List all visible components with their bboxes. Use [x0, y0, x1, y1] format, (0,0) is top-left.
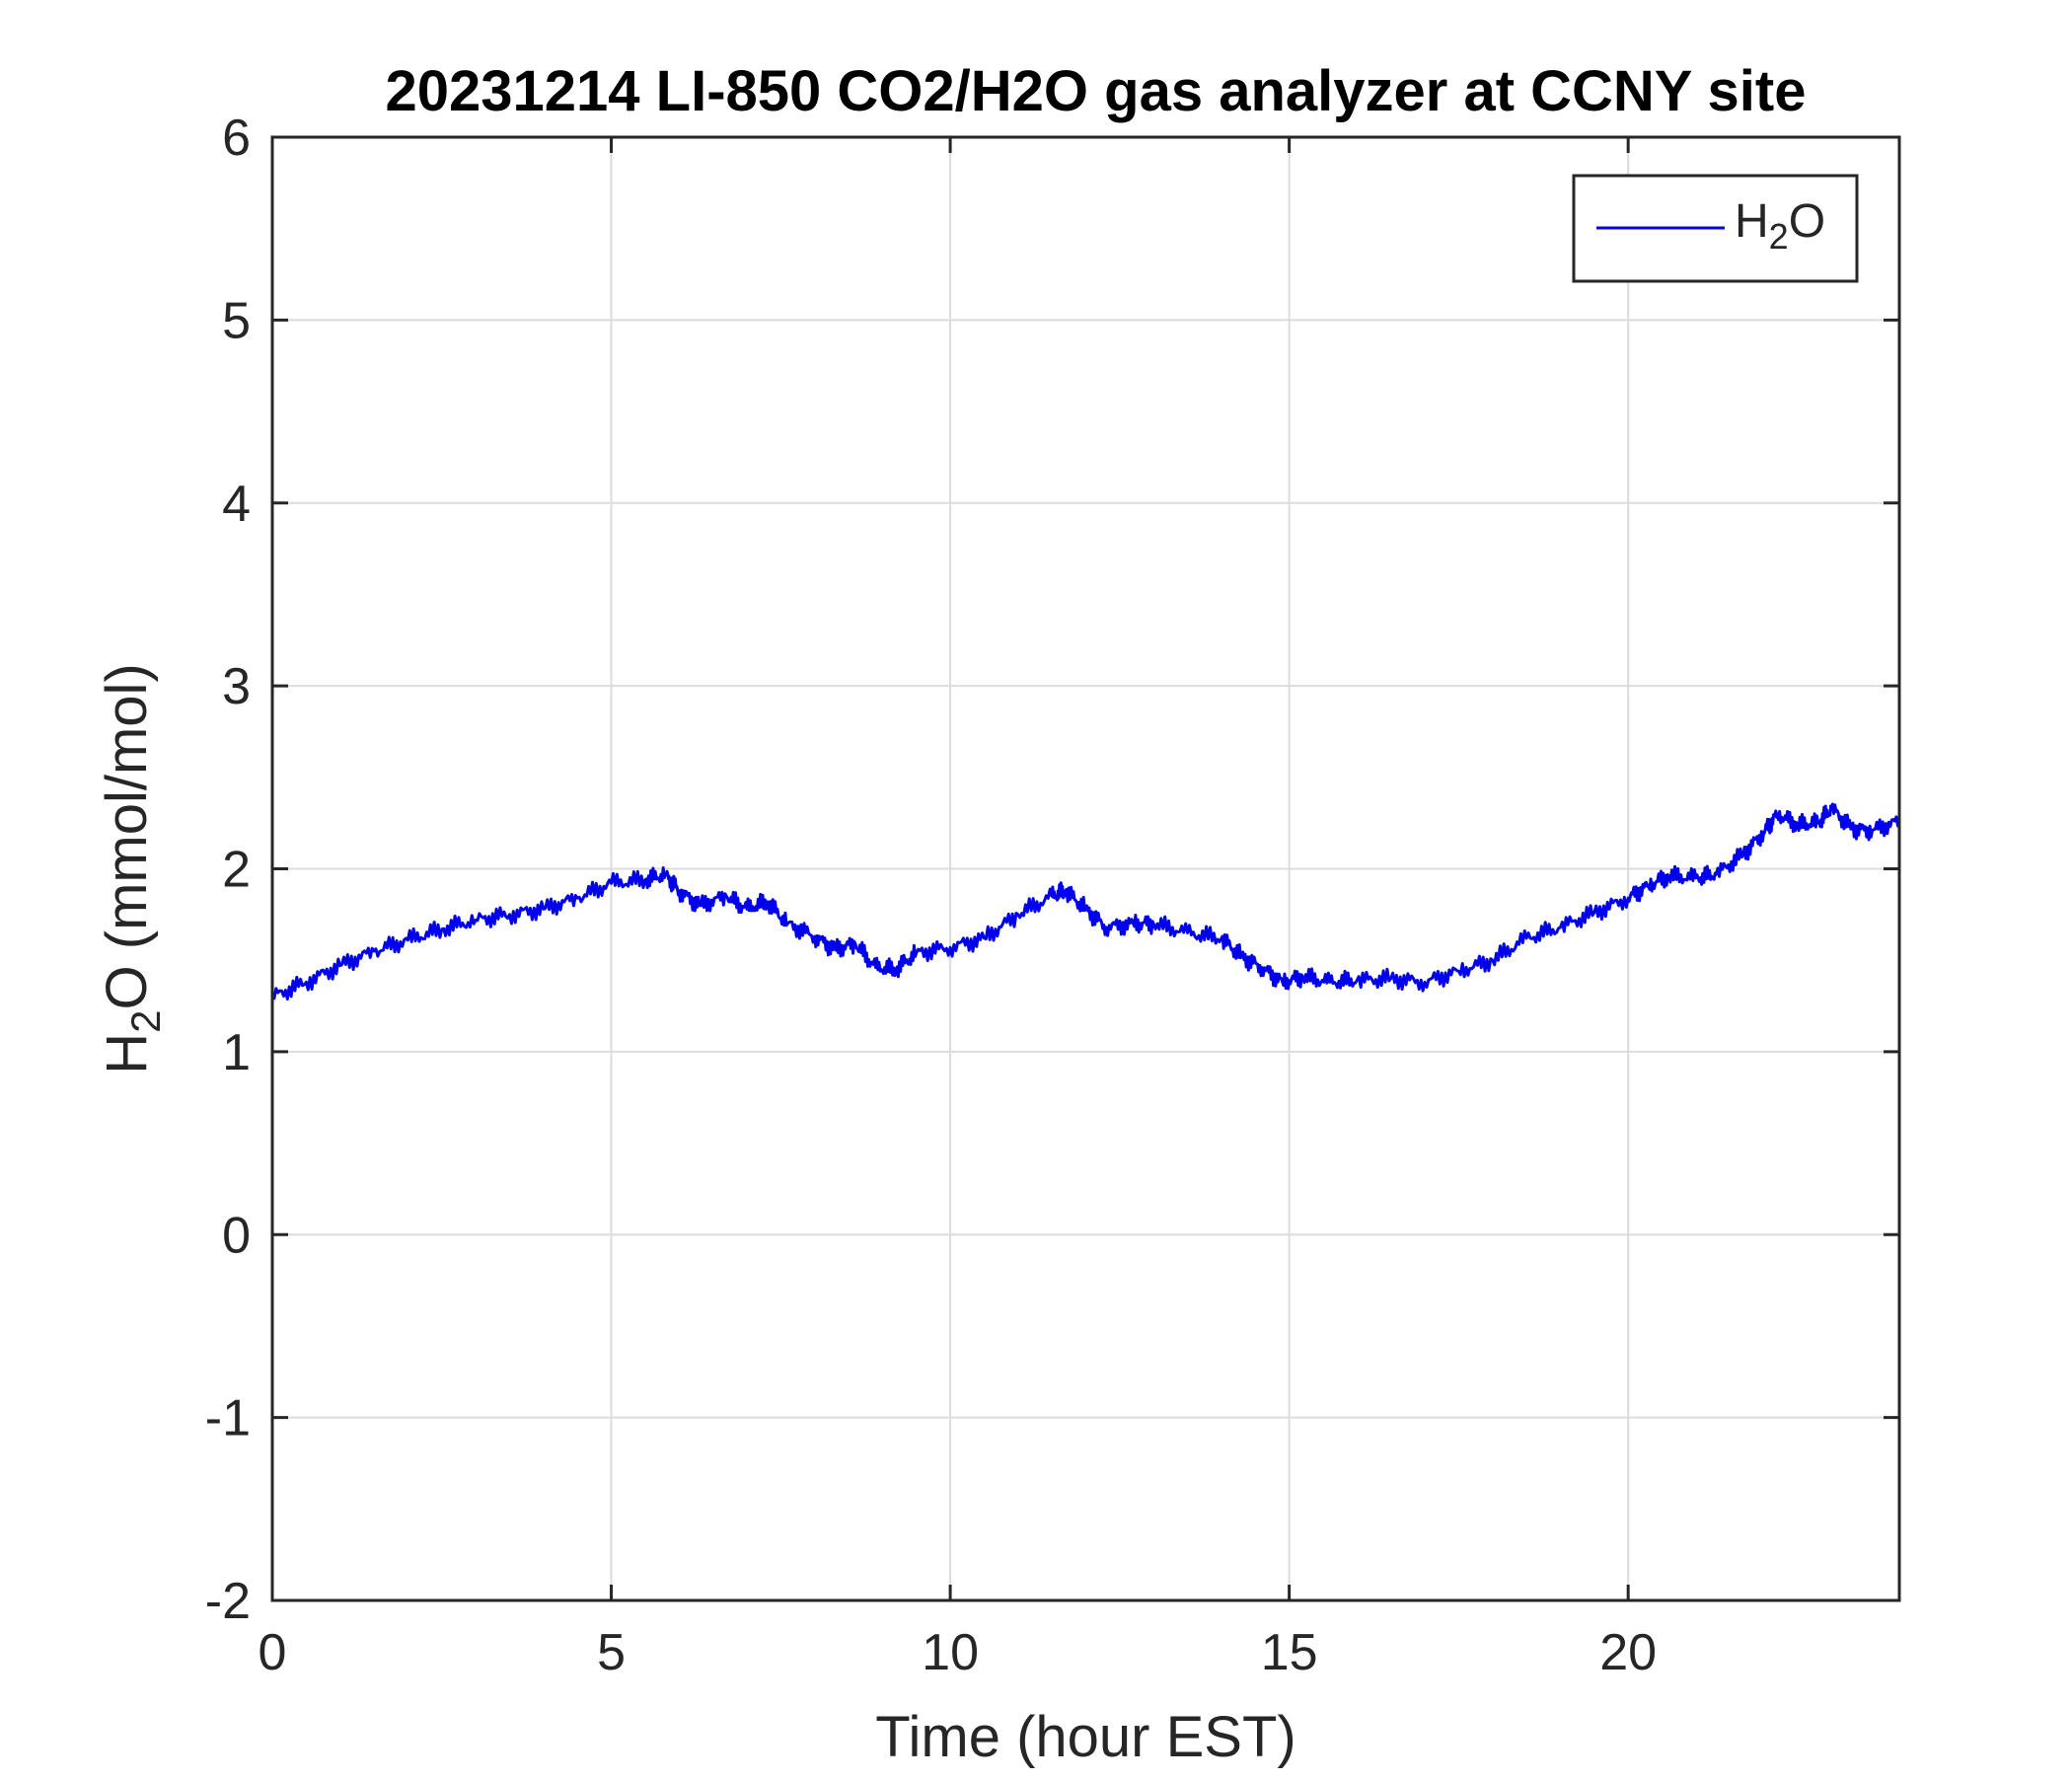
- plot-frame: [270, 135, 1901, 1602]
- series-line-h2o: [271, 802, 1901, 1001]
- y-axis-title: H2O (mmol/mol): [95, 663, 169, 1074]
- chart-title: 20231214 LI-850 CO2/H2O gas analyzer at …: [385, 59, 1806, 123]
- y-tick-label: 1: [222, 1024, 251, 1081]
- x-tick-label: 5: [597, 1624, 626, 1681]
- y-axis-title-rest: O (mmol/mol): [95, 663, 159, 1009]
- y-tick-label: 5: [222, 292, 251, 349]
- x-tick-label: 15: [1261, 1624, 1318, 1681]
- y-tick-label: -1: [205, 1390, 251, 1447]
- y-axis-title-main: H: [95, 1033, 159, 1075]
- series-layer: [271, 802, 1901, 1001]
- y-tick-label: 3: [222, 658, 251, 715]
- legend: H2O: [1572, 174, 1859, 283]
- legend-label-subscript: 2: [1769, 216, 1789, 257]
- y-tick-label: 2: [222, 842, 251, 899]
- tick-labels: 0 5 10 15 20 -2 -1 0 1 2 3 4 5 6: [205, 110, 1657, 1681]
- x-tick-label: 20: [1599, 1624, 1657, 1681]
- x-tick-label: 10: [922, 1624, 979, 1681]
- y-tick-label: 6: [222, 110, 251, 167]
- legend-label-main: H: [1735, 195, 1769, 248]
- x-tick-label: 0: [259, 1624, 287, 1681]
- legend-label-h2o: H2O: [1735, 195, 1825, 257]
- y-tick-label: -2: [205, 1573, 251, 1630]
- y-axis-title-subscript: 2: [122, 1009, 169, 1032]
- legend-label-rest: O: [1789, 195, 1825, 248]
- x-axis-title: Time (hour EST): [875, 1705, 1295, 1769]
- y-tick-label: 4: [222, 476, 251, 533]
- y-tick-label: 0: [222, 1207, 251, 1264]
